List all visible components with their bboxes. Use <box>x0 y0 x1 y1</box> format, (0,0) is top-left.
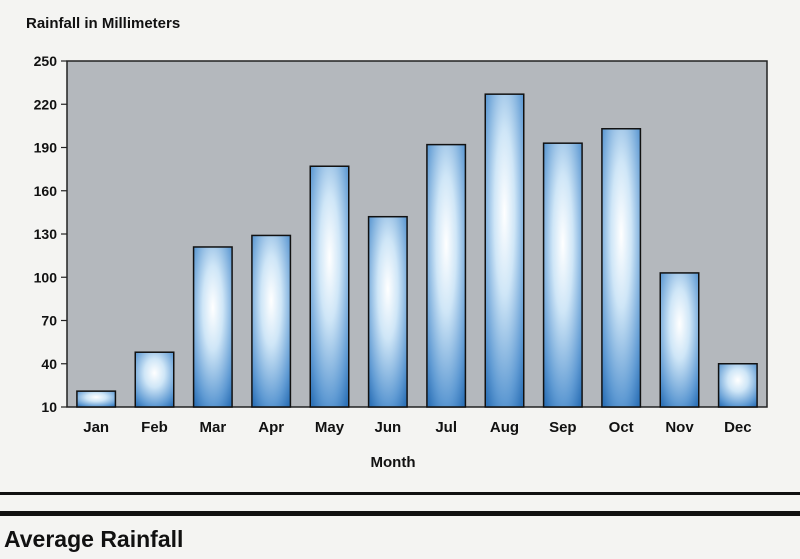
x-tick-label-nov: Nov <box>665 419 694 436</box>
y-tick-label: 190 <box>34 140 58 156</box>
y-tick-label: 160 <box>34 183 58 199</box>
y-tick-label: 10 <box>41 399 57 415</box>
x-axis-title: Month <box>371 454 416 471</box>
x-tick-label-jun: Jun <box>374 419 401 436</box>
x-tick-label-sep: Sep <box>549 419 577 436</box>
y-tick-label: 70 <box>41 313 57 329</box>
x-tick-label-feb: Feb <box>141 419 168 436</box>
x-tick-label-jan: Jan <box>83 419 109 436</box>
y-tick-label: 130 <box>34 226 58 242</box>
bar-apr <box>251 234 292 408</box>
bar-dec <box>717 363 758 408</box>
bar-feb <box>134 351 175 408</box>
bar-aug <box>484 93 525 408</box>
y-axis-ticks: 10 40 70 100 130 160 190 220 250 <box>34 53 67 415</box>
bar-jul <box>426 143 467 408</box>
x-tick-label-jul: Jul <box>435 419 457 436</box>
plot-area <box>66 60 768 408</box>
bars-group <box>76 93 758 408</box>
y-tick-label: 40 <box>41 356 57 372</box>
y-tick-label: 250 <box>34 53 58 69</box>
bar-nov <box>659 272 700 408</box>
x-tick-label-may: May <box>315 419 345 436</box>
x-axis-tick-labels: Jan Feb Mar Apr May Jun Jul Aug Sep Oct Nov Dec <box>83 419 751 436</box>
bar-jan <box>76 390 117 408</box>
y-axis-title: Rainfall in Millimeters <box>26 15 180 32</box>
x-tick-label-aug: Aug <box>490 419 519 436</box>
y-tick-label: 220 <box>34 96 58 112</box>
bar-oct <box>601 128 642 408</box>
bar-may <box>309 165 350 408</box>
y-tick-label: 100 <box>34 269 58 285</box>
bar-sep <box>542 142 583 408</box>
x-tick-label-apr: Apr <box>258 419 284 436</box>
bar-mar <box>192 246 233 408</box>
x-tick-label-mar: Mar <box>199 419 226 436</box>
footer-title: Average Rainfall <box>4 526 184 552</box>
rainfall-bar-chart: Rainfall in Millimeters 1040701001301601… <box>26 15 768 471</box>
divider-thin <box>0 492 800 495</box>
x-tick-label-oct: Oct <box>609 419 634 436</box>
x-tick-label-dec: Dec <box>724 419 752 436</box>
divider-thick <box>0 511 800 516</box>
bar-jun <box>367 215 408 408</box>
